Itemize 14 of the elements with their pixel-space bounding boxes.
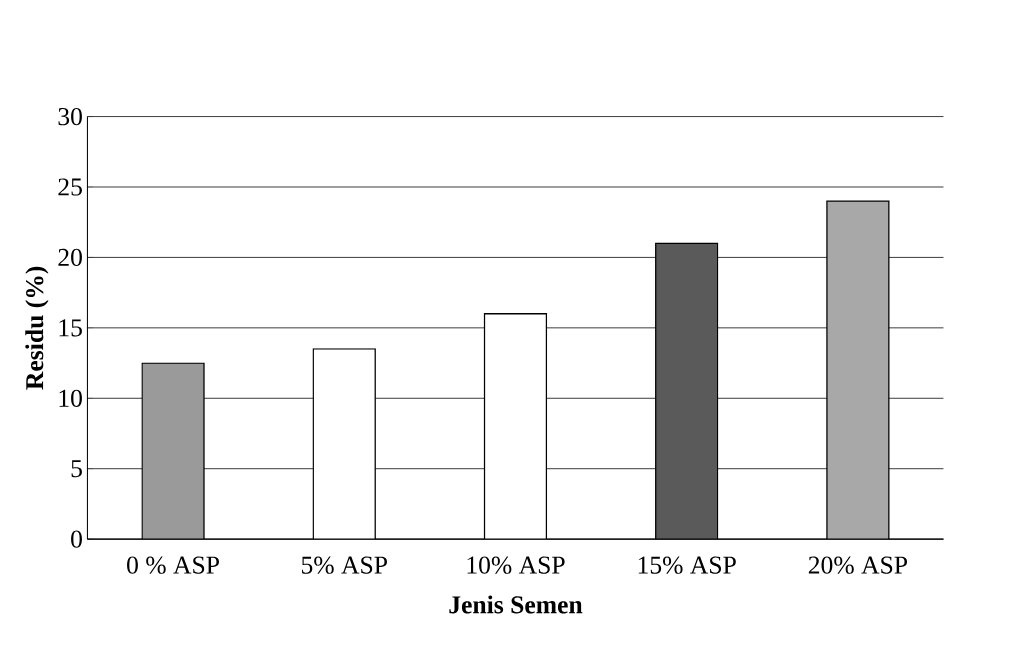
y-tick-label: 10: [59, 389, 82, 407]
x-tick-label: 15% ASP: [638, 556, 736, 574]
x-tick-label: 0 % ASP: [127, 556, 219, 574]
y-tick-label: 0: [71, 530, 82, 548]
x-tick-label: 10% ASP: [467, 556, 565, 574]
y-tick-label: 30: [58, 107, 82, 126]
y-tick-label: 5: [71, 460, 82, 478]
x-axis-title: Jenis Semen: [449, 595, 583, 614]
y-tick-label: 20: [58, 248, 82, 267]
y-tick-label: 25: [58, 178, 82, 196]
y-axis-title: Residu (%): [25, 266, 49, 390]
y-tick-label: 15: [59, 319, 82, 337]
x-tick-label: 5% ASP: [301, 556, 387, 574]
x-tick-label: 20% ASP: [808, 556, 908, 574]
